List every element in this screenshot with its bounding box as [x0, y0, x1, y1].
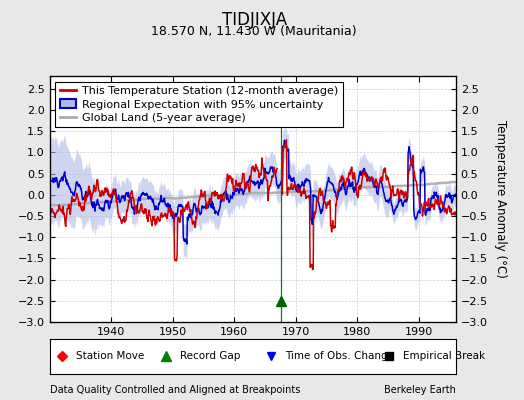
Legend: This Temperature Station (12-month average), Regional Expectation with 95% uncer: This Temperature Station (12-month avera… — [56, 82, 343, 127]
Text: Data Quality Controlled and Aligned at Breakpoints: Data Quality Controlled and Aligned at B… — [50, 385, 300, 395]
Text: Station Move: Station Move — [76, 352, 145, 362]
Text: Time of Obs. Change: Time of Obs. Change — [285, 352, 395, 362]
Text: Empirical Break: Empirical Break — [403, 352, 485, 362]
Text: Record Gap: Record Gap — [180, 352, 240, 362]
Y-axis label: Temperature Anomaly (°C): Temperature Anomaly (°C) — [494, 120, 507, 278]
Text: 18.570 N, 11.430 W (Mauritania): 18.570 N, 11.430 W (Mauritania) — [151, 26, 357, 38]
Text: Berkeley Earth: Berkeley Earth — [384, 385, 456, 395]
Text: TIDJIXJA: TIDJIXJA — [222, 11, 287, 29]
